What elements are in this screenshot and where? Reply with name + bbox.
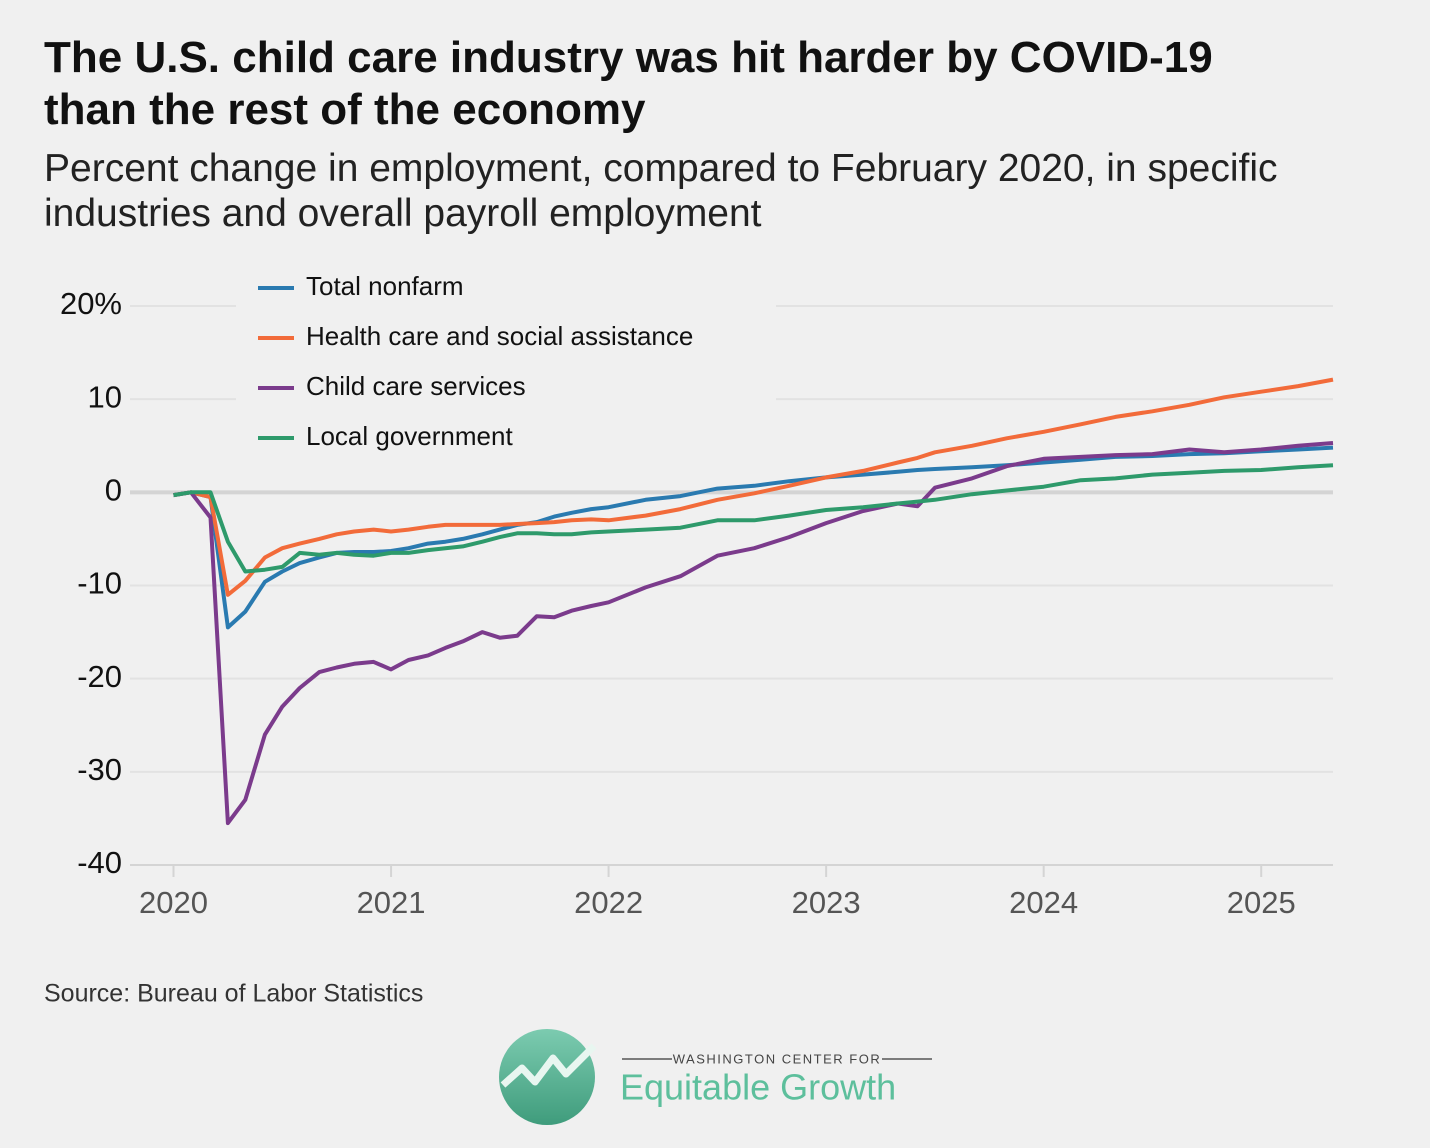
y-tick-label: -40 [77,845,122,880]
chart-subtitle: Percent change in employment, compared t… [44,147,1278,235]
y-tick-label: -10 [77,566,122,601]
x-tick-label: 2020 [139,885,208,920]
legend-label: Local government [306,421,513,451]
y-tick-label: -30 [77,752,122,787]
x-tick-label: 2024 [1009,885,1078,920]
logo-line [500,1043,597,1088]
y-tick-label: 20% [60,286,122,321]
logo-circle [499,1029,595,1125]
logo: WASHINGTON CENTER FOR Equitable Growth [499,1029,932,1125]
x-tick-label: 2023 [792,885,861,920]
x-tick-label: 2022 [574,885,643,920]
series-line [173,441,1334,826]
source-note: Source: Bureau of Labor Statistics [44,980,423,1008]
legend-label: Health care and social assistance [306,321,693,351]
x-tick-label: 2021 [357,885,426,920]
series-line [173,463,1334,574]
chart-title: The U.S. child care industry was hit har… [44,33,1213,134]
y-tick-label: -20 [77,659,122,694]
legend-label: Child care services [306,371,526,401]
series-line [173,377,1334,597]
y-tick-label: 10 [88,379,122,414]
x-tick-label: 2025 [1227,885,1296,920]
legend: Total nonfarm Health care and social assi… [236,262,776,462]
legend-label: Total nonfarm [306,271,464,301]
logo-name: Equitable Growth [620,1067,896,1108]
legend-background [236,262,776,462]
series-line [173,445,1334,630]
logo-kicker: WASHINGTON CENTER FOR [673,1051,881,1066]
y-tick-label: 0 [105,473,122,508]
